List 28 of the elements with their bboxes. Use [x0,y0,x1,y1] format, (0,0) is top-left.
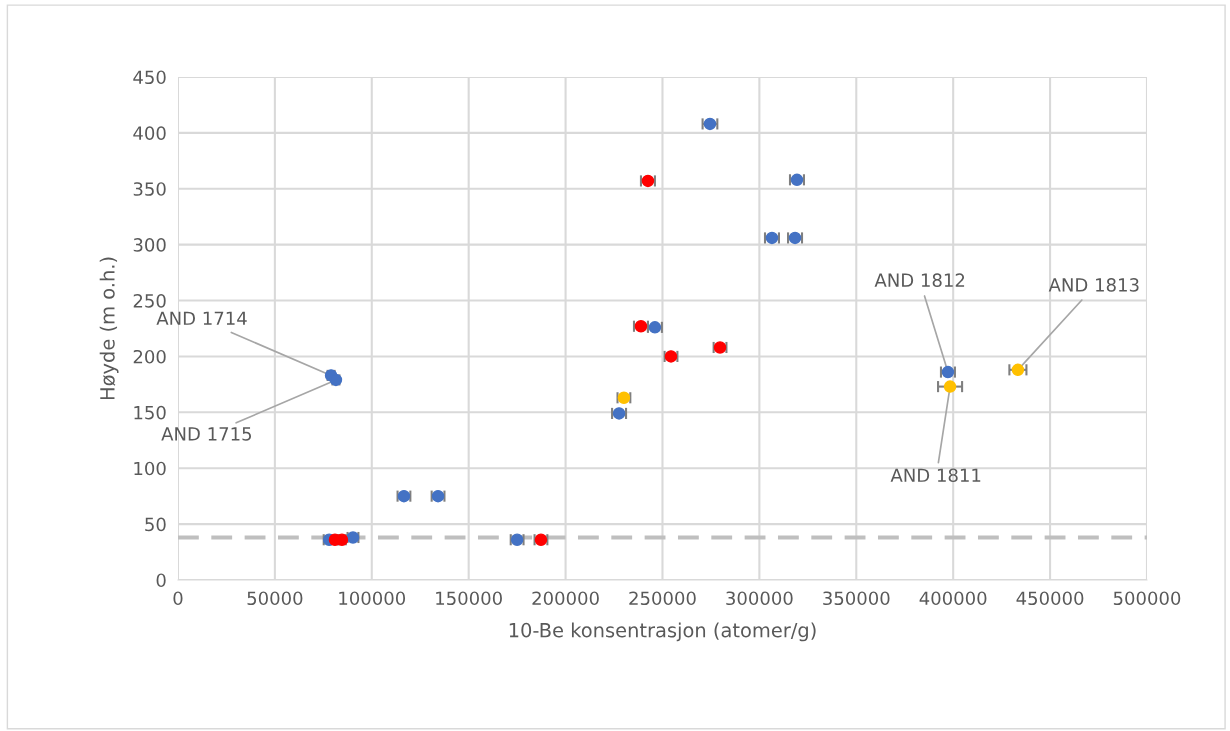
y-tick-label: 50 [145,517,166,532]
x-axis-title: 10-Be konsentrasjon (atomer/g) [509,622,816,642]
x-tick-label: 250000 [629,591,696,606]
y-tick-label: 450 [133,70,166,85]
x-tick-label: 100000 [339,591,406,606]
annotation: AND 1812 [874,273,965,288]
x-tick-label: 150000 [436,591,502,606]
annotation: AND 1715 [161,427,252,441]
y-tick-label: 300 [133,238,166,252]
y-tick-label: 100 [134,461,166,476]
annotation: AND 1813 [1048,278,1139,292]
y-tick-label: 350 [133,182,166,196]
x-tick-label: 50000 [247,591,303,606]
x-tick-label: 200000 [532,591,599,606]
annotation: AND 1714 [156,311,247,325]
x-tick-label: 0 [173,591,183,606]
y-tick-label: 400 [133,126,166,140]
x-tick-label: 400000 [919,591,987,606]
annotation: AND 1811 [890,468,981,483]
y-tick-label: 250 [133,293,166,308]
x-tick-label: 450000 [1016,591,1084,606]
x-tick-label: 300000 [726,591,793,606]
y-tick-label: 200 [133,349,166,364]
x-tick-label: 350000 [823,591,890,606]
x-tick-label: 500000 [1113,591,1181,606]
y-axis-title: Høyde (m o.h.) [99,257,119,400]
y-tick-label: 0 [156,573,166,588]
y-tick-label: 150 [134,405,166,420]
